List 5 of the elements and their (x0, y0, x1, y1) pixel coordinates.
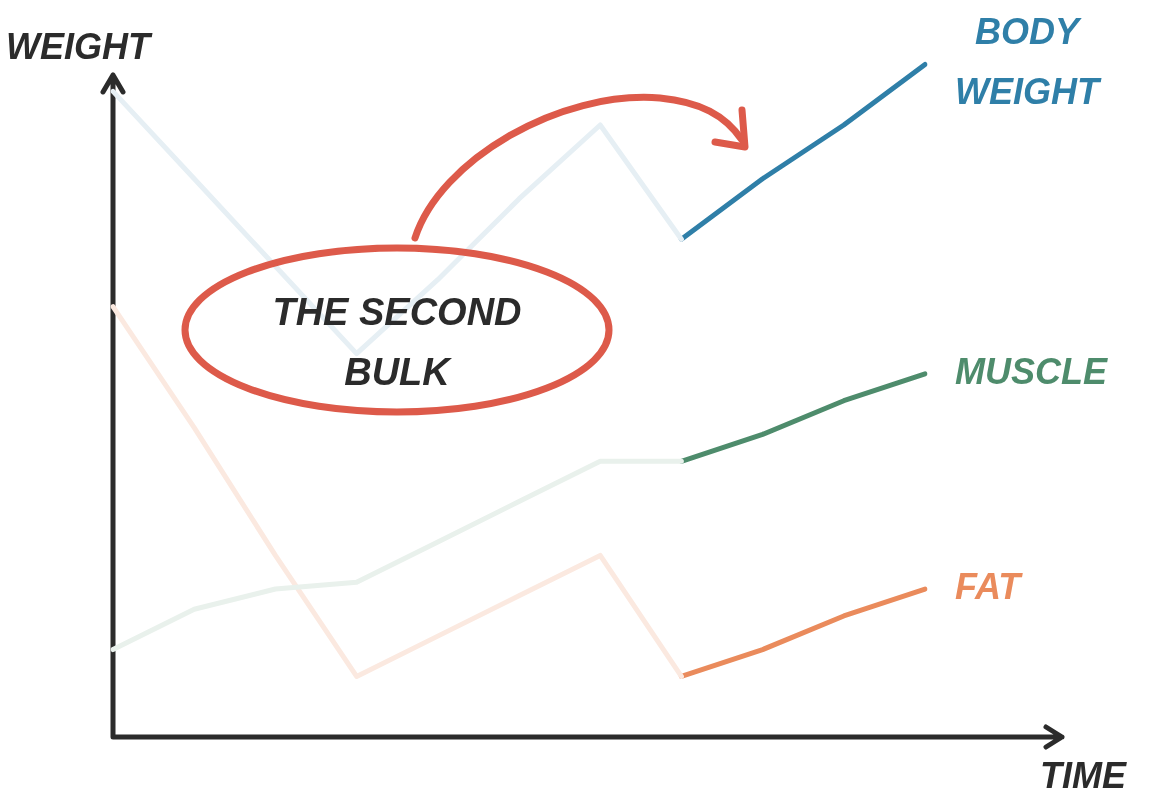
series-label: MUSCLE (955, 350, 1108, 392)
series-label: BODY WEIGHT (955, 11, 1102, 113)
annotation: THE SECOND BULK (271, 290, 523, 395)
x-axis-title: TIME (1040, 755, 1126, 797)
series-label: FAT (955, 565, 1024, 607)
